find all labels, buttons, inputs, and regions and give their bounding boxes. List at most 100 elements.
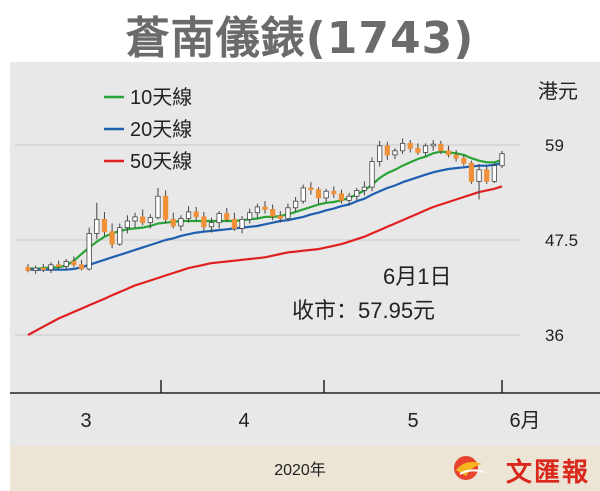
candle: [285, 203, 291, 221]
candle-body: [254, 206, 260, 214]
candle-body: [476, 169, 482, 182]
candle: [277, 211, 283, 223]
candle-body: [239, 218, 245, 229]
candle-body: [86, 232, 92, 270]
x-axis-year-label: 2020年: [274, 462, 326, 479]
x-tick-label: 5: [407, 410, 418, 432]
candle-body: [323, 190, 329, 199]
candle-body: [132, 216, 138, 222]
candle: [468, 160, 475, 184]
candle: [338, 189, 345, 204]
candle-body: [124, 220, 130, 229]
candle-body: [453, 154, 459, 159]
candle-body: [33, 267, 39, 271]
candle: [193, 206, 199, 221]
candle: [445, 145, 452, 158]
candle-body: [407, 142, 413, 149]
candle: [292, 197, 299, 212]
candle: [361, 181, 367, 196]
candle: [231, 212, 238, 231]
candle: [140, 209, 146, 226]
candle: [377, 140, 383, 167]
candle-body: [315, 189, 322, 199]
candle-body: [48, 264, 54, 271]
candle: [369, 157, 375, 192]
candle: [25, 263, 31, 273]
candle: [400, 138, 406, 155]
candle-body: [163, 195, 169, 220]
candle-body: [361, 186, 367, 191]
candle: [170, 212, 176, 229]
candle: [438, 140, 444, 155]
legend-label: 20天線: [130, 118, 192, 141]
candle-body: [185, 211, 192, 219]
candle-body: [415, 147, 421, 153]
candle-body: [277, 215, 283, 219]
candle-body: [308, 187, 314, 191]
candle-body: [445, 150, 452, 156]
candle: [247, 208, 253, 224]
candle-body: [78, 264, 85, 270]
candle-body: [384, 145, 390, 156]
wenweipo-logo-icon: [454, 456, 485, 480]
wenweipo-watermark: 文匯報: [440, 450, 590, 488]
candle-body: [170, 218, 176, 227]
y-unit-label: 港元: [538, 80, 578, 103]
candle-body: [71, 261, 77, 266]
candle-body: [331, 190, 337, 195]
candle: [185, 206, 192, 223]
candle: [78, 259, 85, 271]
candle-body: [140, 216, 146, 224]
candle: [40, 263, 46, 273]
candle: [155, 187, 161, 220]
candle: [109, 223, 115, 249]
legend-label: 10天線: [130, 86, 192, 109]
candle: [331, 186, 337, 198]
candle-body: [201, 216, 207, 228]
candle: [178, 215, 184, 231]
candle-body: [369, 161, 375, 188]
candle: [147, 214, 153, 229]
candle: [86, 227, 92, 271]
candle-body: [377, 145, 383, 162]
ma-line-0: [27, 150, 503, 270]
candle: [101, 211, 108, 236]
candle-body: [262, 206, 268, 210]
candle: [163, 190, 169, 224]
candle-body: [40, 267, 46, 271]
candle: [461, 154, 467, 166]
candle: [308, 182, 314, 195]
candle: [491, 163, 497, 183]
x-tick-label: 3: [80, 410, 91, 432]
candle-body: [300, 187, 306, 202]
candle-body: [63, 261, 69, 267]
candle-body: [461, 157, 467, 164]
candle-body: [117, 227, 123, 245]
candle-body: [270, 209, 276, 217]
ma-line-2: [27, 185, 503, 336]
candle-body: [224, 213, 230, 220]
candle: [224, 207, 230, 222]
candle-body: [400, 142, 406, 152]
candle-body: [338, 193, 345, 201]
candle: [407, 140, 413, 153]
candle: [239, 216, 245, 234]
chart-panel: [10, 62, 600, 490]
candle-body: [216, 213, 222, 224]
candle: [55, 260, 62, 269]
candle-body: [354, 190, 360, 197]
candle: [499, 150, 505, 169]
y-tick-label: 36: [545, 326, 564, 345]
candle-body: [292, 200, 299, 209]
candle: [201, 211, 207, 231]
candle: [216, 211, 222, 229]
x-tick-label: 4: [238, 410, 249, 432]
candle: [117, 223, 123, 246]
candle: [453, 149, 459, 162]
candle: [354, 187, 360, 201]
annotation-date: 6月1日: [383, 264, 451, 289]
candle-body: [55, 264, 62, 267]
candle-body: [430, 143, 436, 147]
candle-body: [109, 231, 115, 245]
